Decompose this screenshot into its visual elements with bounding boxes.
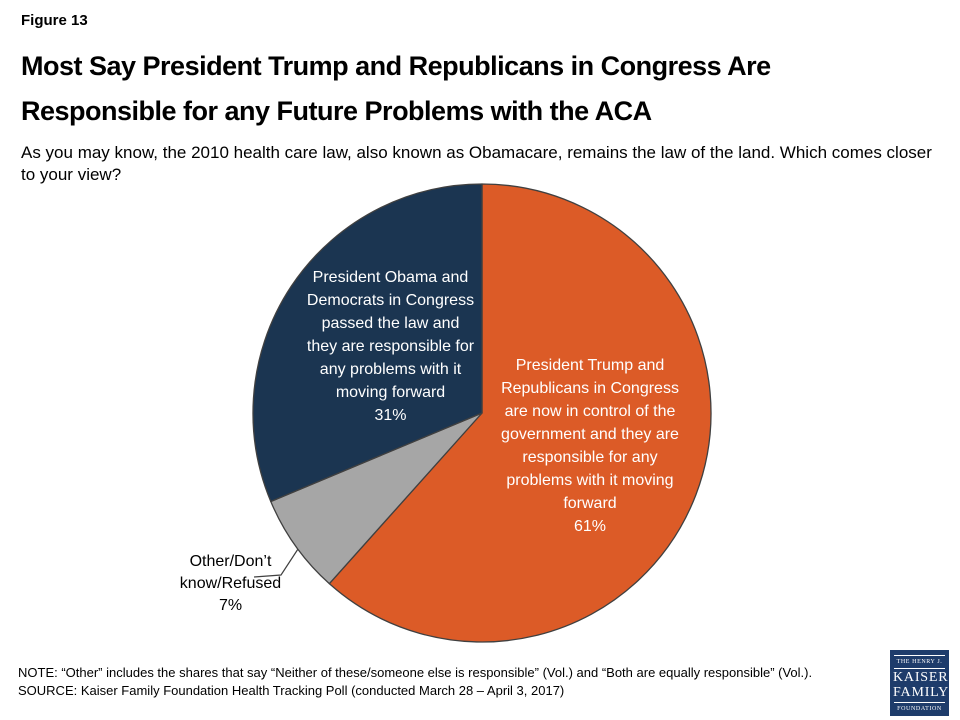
slice-label-trump-text: President Trump and Republicans in Congr… xyxy=(501,357,679,512)
slice-value-other: 7% xyxy=(218,597,243,614)
logo-line-kaiser: KAISER xyxy=(893,670,949,685)
logo-line-henry: THE HENRY J. xyxy=(896,659,943,665)
kff-foundation-logo: THE HENRY J. KAISER FAMILY FOUNDATION xyxy=(890,650,949,716)
survey-question: As you may know, the 2010 health care la… xyxy=(21,143,932,184)
slice-label-other: Other/Don’t know/Refused 7% xyxy=(148,551,313,617)
pie-slice-obama-democrats xyxy=(252,183,483,503)
source-text: SOURCE: Kaiser Family Foundation Health … xyxy=(18,683,565,698)
slice-value-trump: 61% xyxy=(573,518,607,535)
page-title: Most Say President Trump and Republicans… xyxy=(21,51,771,126)
pie-slice-other-dont-know-refused xyxy=(270,412,483,585)
other-label-leader-line xyxy=(253,548,299,578)
slice-label-obama-text: President Obama and Democrats in Congres… xyxy=(306,269,475,401)
note-text: NOTE: “Other” includes the shares that s… xyxy=(18,665,813,680)
logo-line-foundation: FOUNDATION xyxy=(897,706,942,712)
figure-label: Figure 13 xyxy=(21,12,88,29)
logo-rule xyxy=(894,655,945,656)
logo-line-family: FAMILY xyxy=(893,685,950,700)
slice-label-other-text: Other/Don’t know/Refused xyxy=(179,553,282,592)
footer-notes: NOTE: “Other” includes the shares that s… xyxy=(18,664,878,700)
pie-slice-trump-republicans xyxy=(328,183,712,643)
logo-rule xyxy=(894,702,945,703)
logo-rule xyxy=(894,668,945,669)
slice-value-obama: 31% xyxy=(374,407,407,424)
slice-label-trump-republicans: President Trump and Republicans in Congr… xyxy=(455,354,725,538)
slice-label-obama-democrats: President Obama and Democrats in Congres… xyxy=(258,266,523,427)
